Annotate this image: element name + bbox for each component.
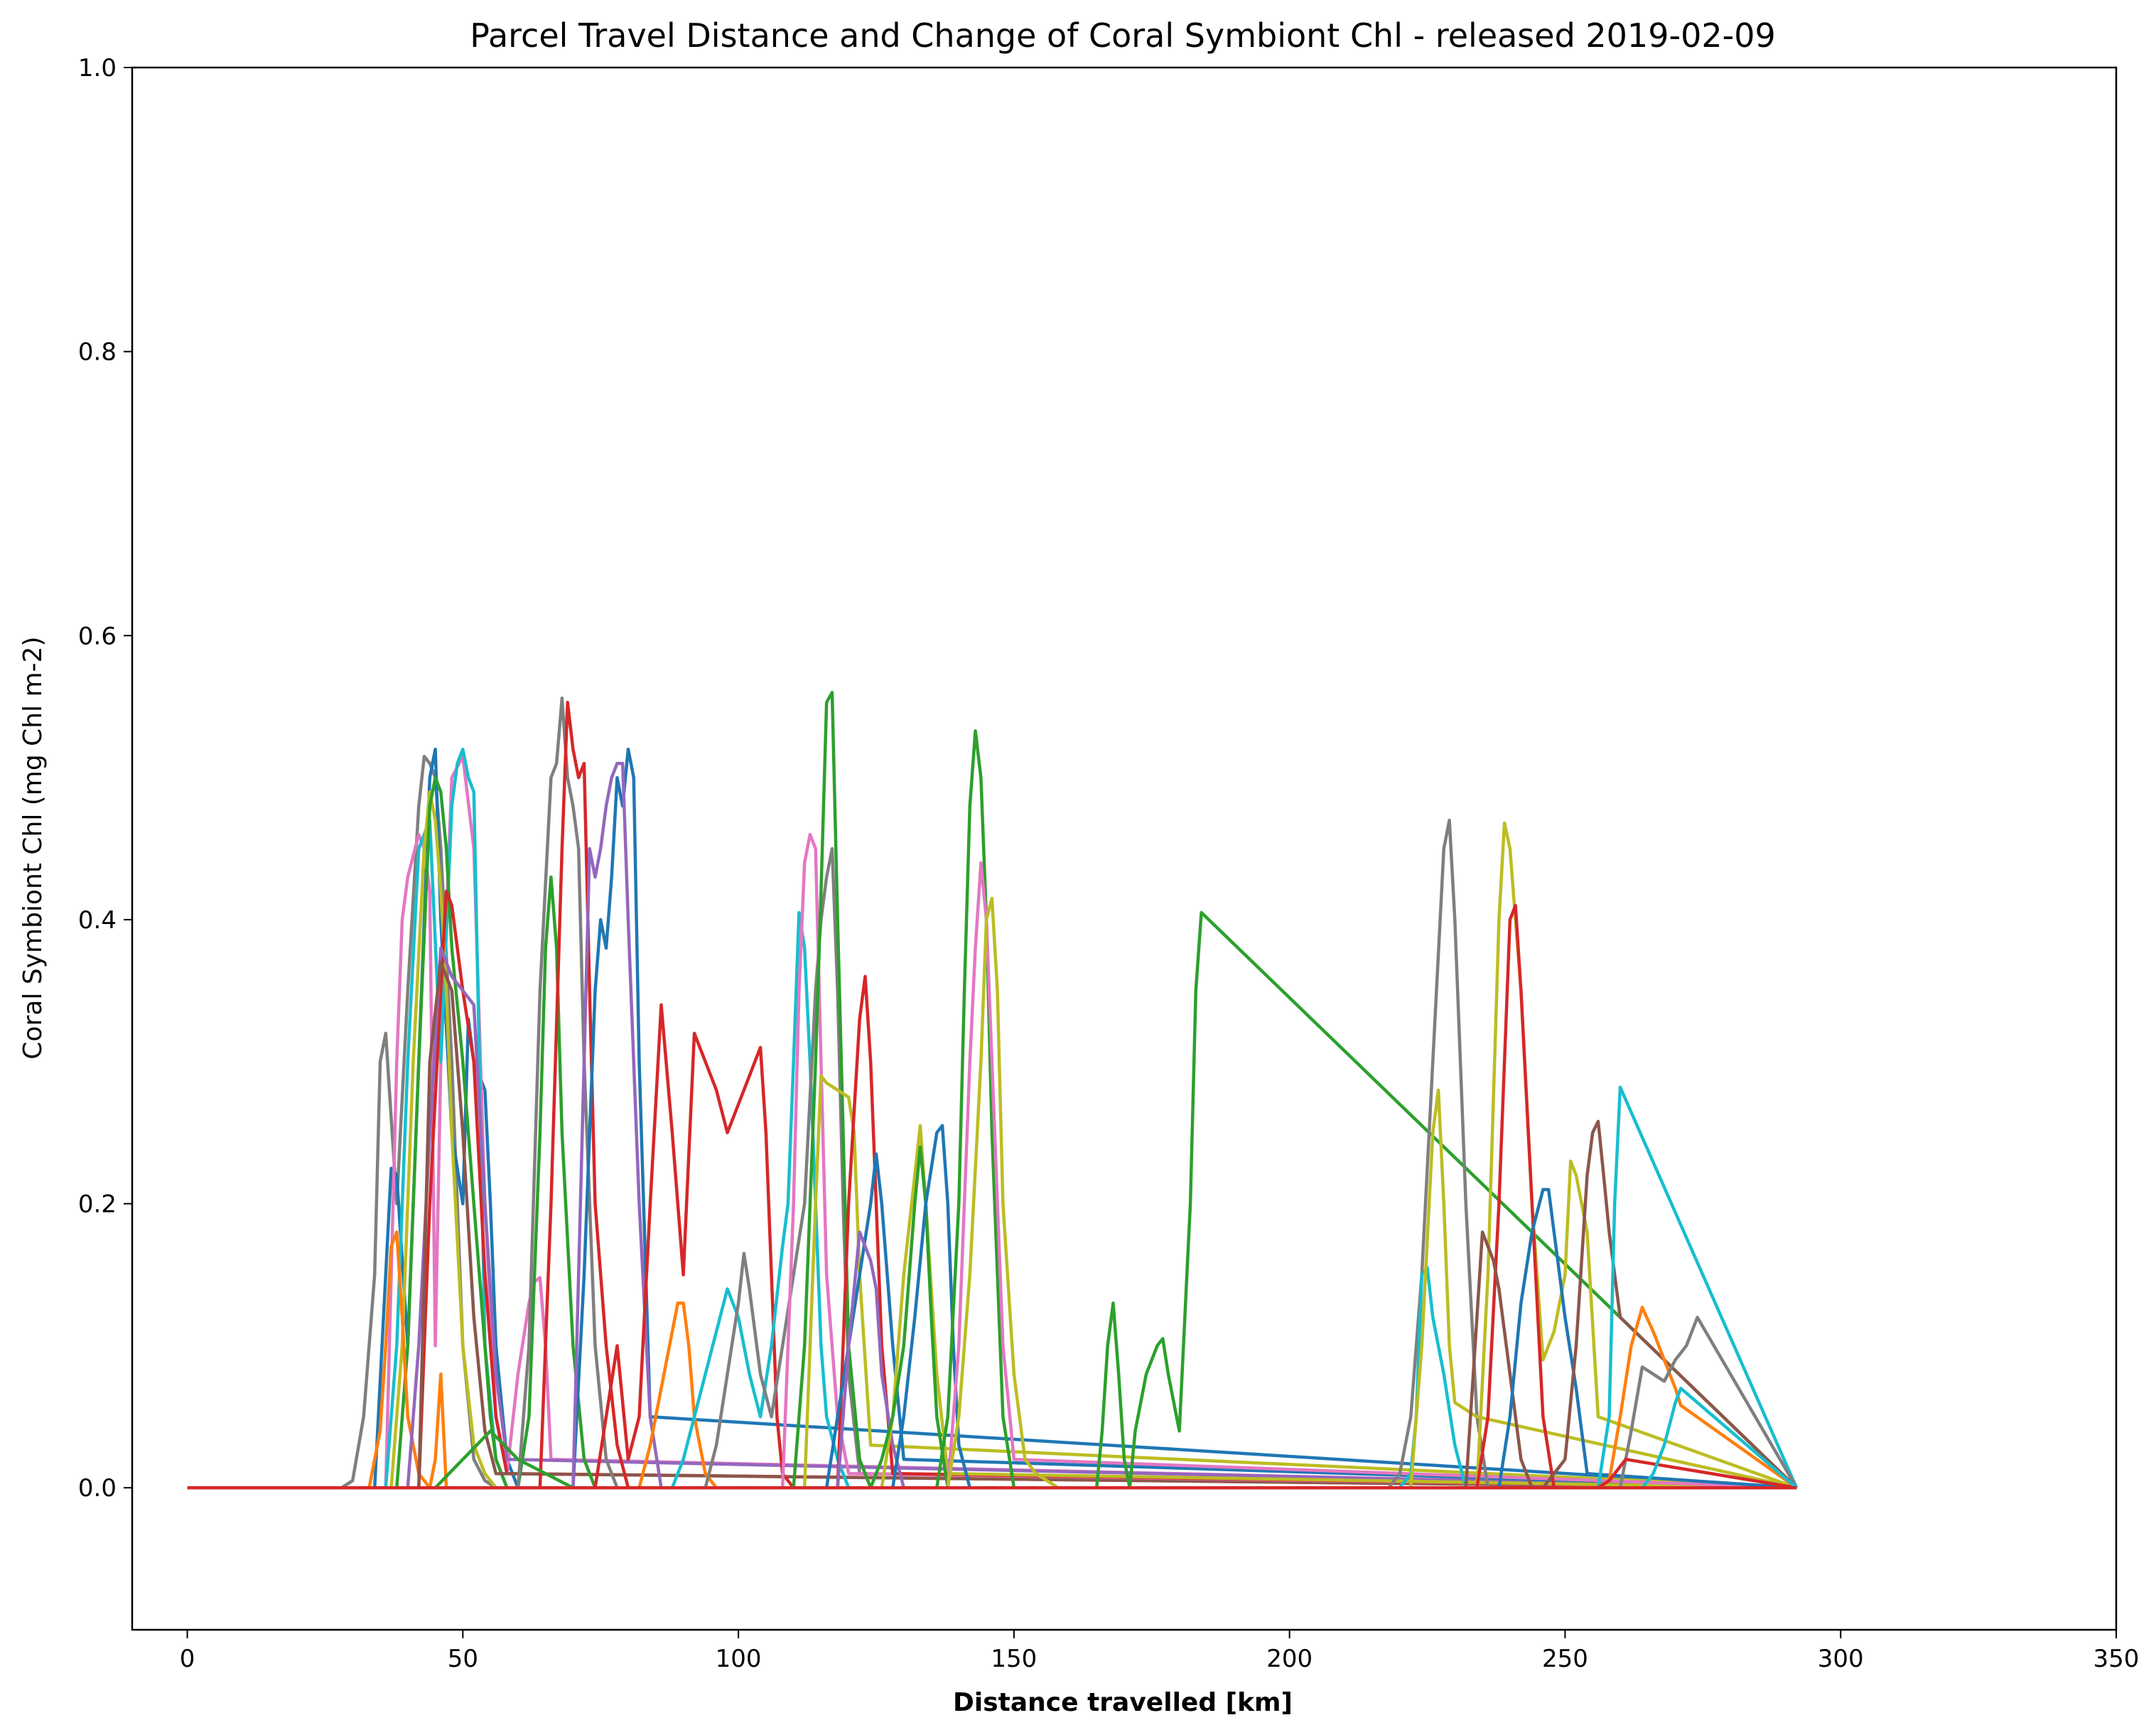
series-line-13 (187, 700, 1797, 1490)
x-tick-label: 50 (448, 1645, 478, 1673)
series-line-8 (187, 1230, 1797, 1490)
series-line-21 (187, 690, 1797, 1490)
series-line-32 (187, 910, 1798, 1490)
series-line-22 (187, 1074, 1797, 1490)
y-tick-label: 0.2 (78, 1191, 117, 1219)
series-line-30 (187, 861, 1797, 1490)
series-line-7 (187, 889, 1797, 1490)
series-line-37 (187, 903, 1797, 1490)
chart-title: Parcel Travel Distance and Change of Cor… (470, 16, 1775, 55)
series-line-25 (187, 1230, 1797, 1490)
x-tick-label: 300 (1818, 1645, 1864, 1673)
series-line-39 (187, 1188, 1797, 1490)
series-line-27 (187, 1145, 1797, 1490)
series-line-33 (187, 818, 1797, 1490)
x-axis-label: Distance travelled [km] (953, 1688, 1293, 1717)
series-line-10 (187, 960, 1797, 1490)
y-axis-label: Coral Symbiont Chl (mg Chl m-2) (18, 636, 48, 1059)
series-layer (187, 690, 1799, 1490)
series-line-14 (187, 747, 1797, 1490)
y-tick-label: 0.6 (78, 622, 117, 650)
series-line-18 (187, 910, 1797, 1490)
x-tick-label: 0 (180, 1645, 195, 1673)
y-tick-label: 0.0 (78, 1474, 117, 1503)
series-line-31 (187, 896, 1797, 1490)
series-line-40 (187, 1119, 1798, 1490)
y-tick-label: 0.4 (78, 906, 117, 935)
y-axis-ticks: 0.0 0.2 0.4 0.6 0.8 1.0 (78, 54, 132, 1503)
series-line-29 (187, 729, 1797, 1490)
x-tick-label: 350 (2093, 1645, 2140, 1673)
x-tick-label: 100 (716, 1645, 762, 1673)
x-tick-label: 150 (991, 1645, 1037, 1673)
x-tick-label: 250 (1542, 1645, 1588, 1673)
series-line-19 (187, 847, 1797, 1490)
series-line-9 (187, 946, 1797, 1490)
series-line-26 (187, 1124, 1797, 1490)
series-line-28 (187, 1124, 1797, 1490)
x-tick-label: 200 (1266, 1645, 1313, 1673)
series-line-11 (187, 875, 1797, 1490)
y-tick-label: 0.8 (78, 338, 117, 367)
x-axis-ticks: 0 50 100 150 200 250 300 350 (180, 1630, 2140, 1673)
series-line-38 (187, 1230, 1797, 1490)
plot-frame (131, 66, 2118, 1631)
series-line-5 (187, 790, 1797, 1490)
y-tick-label: 1.0 (78, 54, 117, 82)
series-line-12 (187, 696, 1797, 1490)
series-line-15 (187, 761, 1797, 1490)
